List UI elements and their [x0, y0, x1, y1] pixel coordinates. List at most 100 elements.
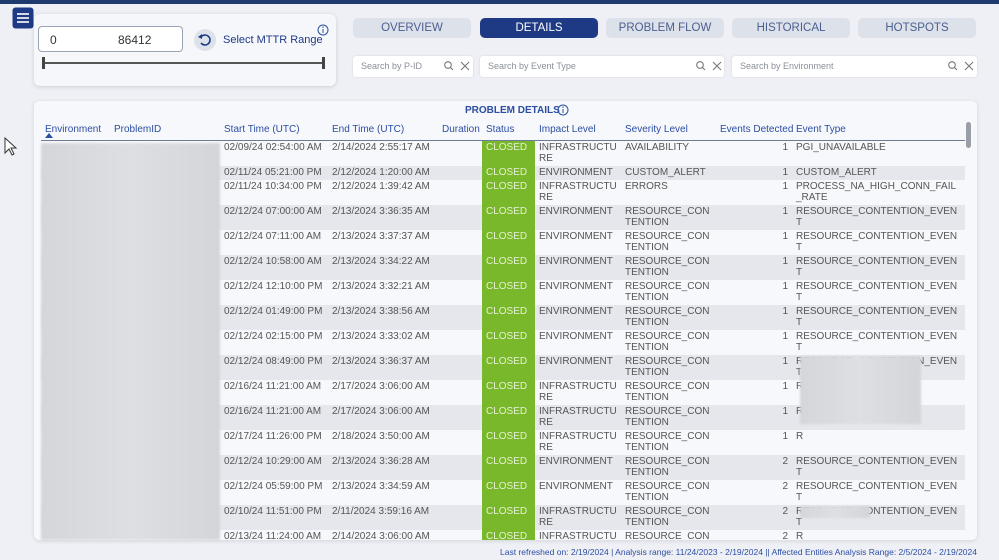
impact-level: INFRASTRUCTURE [539, 142, 617, 164]
impact-level: ENVIRONMENT [539, 331, 613, 342]
empty-cell [438, 430, 482, 455]
header-row: Environment ProblemID Start Time (UTC) End … [41, 120, 965, 141]
severity-level: RESOURCE_CONTENTION [625, 431, 710, 453]
empty-cell [438, 354, 482, 380]
events-detected: 2 [782, 531, 788, 540]
impact-level: ENVIRONMENT [535, 454, 621, 480]
events-detected: 1 [782, 181, 788, 192]
placeholder: Search by Environment [740, 61, 834, 71]
info-icon[interactable] [557, 104, 569, 116]
table-row[interactable]: 02/12/24 02:15:00 PM 2/13/2024 3:33:02 AM… [41, 329, 965, 355]
column-header: Severity Level [621, 120, 716, 141]
impact-level: INFRASTRUCTURE [535, 504, 621, 530]
events-detected: 2 [716, 454, 792, 480]
scrollbar-thumb[interactable] [966, 122, 971, 148]
empty-cell [438, 165, 482, 180]
table-row[interactable]: 02/11/24 10:34:00 PM 2/12/2024 1:39:42 AM… [41, 179, 965, 205]
severity-level: RESOURCE_CONTENTION [625, 231, 710, 253]
start-time: 02/12/24 10:29:00 AM [220, 454, 328, 480]
events-detected: 1 [782, 331, 788, 342]
impact-level: INFRASTRUCTURE [539, 531, 617, 540]
table-row[interactable]: 02/17/24 11:26:00 PM 2/18/2024 3:50:00 AM… [41, 429, 965, 455]
event-type: PROCESS_NA_HIGH_CONN_FAIL_RATE [796, 181, 957, 203]
status: CLOSED [482, 179, 535, 205]
impact-level: ENVIRONMENT [535, 204, 621, 230]
tab[interactable]: PROBLEM FLOW [606, 18, 724, 38]
table-row[interactable]: 02/13/24 11:24:00 AM 2/14/2024 3:06:00 AM… [41, 529, 965, 540]
status: CLOSED [482, 354, 535, 380]
column-header: Impact Level [535, 120, 621, 141]
status: CLOSED [482, 254, 535, 280]
search-box[interactable]: Search by Event Type [480, 56, 724, 77]
severity-level: CUSTOM_ALERT [621, 165, 716, 180]
event-type: RESOURCE_CONTENTION_EVENT [792, 454, 965, 480]
event-type: CUSTOM_ALERT [792, 165, 965, 180]
end-time: 2/13/2024 3:36:28 AM [328, 454, 438, 480]
events-detected: 2 [716, 504, 792, 530]
search-box[interactable]: Search by P-ID [353, 56, 473, 77]
events-detected: 1 [782, 431, 788, 442]
severity-level: RESOURCE_CONTENTION [621, 254, 716, 280]
event-type: RESOURCE_CONTENTION_EVENT [796, 331, 958, 353]
tab[interactable]: OVERVIEW [353, 18, 471, 38]
empty-cell [438, 380, 482, 405]
empty-cell [438, 504, 482, 530]
column-header: Status [482, 120, 535, 141]
column-header: Event Type [792, 120, 965, 141]
empty-cell [438, 254, 482, 280]
status: CLOSED [482, 304, 535, 330]
end-time: 2/13/2024 3:33:02 AM [332, 331, 430, 342]
column-header: Environment [41, 120, 110, 141]
impact-level: ENVIRONMENT [539, 231, 613, 242]
status: CLOSED [482, 429, 535, 455]
empty-cell [438, 280, 482, 305]
table-row[interactable]: 02/09/24 02:54:00 AM 2/14/2024 2:55:17 AM… [41, 140, 965, 166]
start-time: 02/12/24 12:10:00 PM [224, 281, 323, 292]
sort-arrow[interactable] [45, 133, 53, 138]
reset-button[interactable] [193, 28, 217, 52]
start-time: 02/12/24 07:11:00 AM [224, 231, 322, 242]
events-detected: 1 [782, 381, 788, 392]
tab[interactable]: HISTORICAL [732, 18, 850, 38]
impact-level: ENVIRONMENT [539, 481, 613, 492]
range-min: 0 [50, 33, 57, 47]
start-time: 02/12/24 01:49:00 PM [220, 304, 328, 330]
range-slider[interactable] [40, 56, 330, 70]
status: CLOSED [482, 454, 535, 480]
table-row[interactable]: 02/16/24 11:21:00 AM 2/17/2024 3:06:00 AM… [41, 379, 965, 405]
info-icon[interactable] [317, 24, 329, 36]
status: CLOSED [482, 229, 535, 255]
empty-cell [438, 330, 482, 355]
impact-level: INFRASTRUCTURE [539, 381, 617, 403]
redacted-area [41, 143, 220, 540]
impact-level: INFRASTRUCTURE [535, 404, 621, 430]
menu-icon[interactable] [12, 7, 34, 29]
tab[interactable]: DETAILS [480, 18, 598, 38]
impact-level: ENVIRONMENT [535, 304, 621, 330]
end-time: 2/14/2024 2:55:17 AM [332, 142, 430, 153]
start-time: 02/12/24 08:49:00 PM [220, 354, 328, 380]
table-row[interactable]: 02/12/24 07:11:00 AM 2/13/2024 3:37:37 AM… [41, 229, 965, 255]
range-input[interactable]: 0 86412 [38, 26, 183, 52]
empty-cell [438, 180, 482, 205]
status: CLOSED [482, 504, 535, 530]
empty-cell [438, 204, 482, 230]
event-type: R [796, 531, 804, 540]
end-time: 2/12/2024 1:39:42 AM [332, 181, 430, 192]
end-time: 2/12/2024 1:20:00 AM [328, 165, 438, 180]
status: CLOSED [482, 140, 535, 166]
status: CLOSED [482, 529, 535, 540]
table-row[interactable]: 02/12/24 12:10:00 PM 2/13/2024 3:32:21 AM… [41, 279, 965, 305]
event-type: RESOURCE_CONTENTION_EVENT [796, 281, 958, 303]
status: CLOSED [482, 204, 535, 230]
severity-level: ERRORS [625, 181, 668, 192]
column-header: ProblemID [110, 120, 220, 141]
end-time: 2/13/2024 3:32:21 AM [332, 281, 430, 292]
search-box[interactable]: Search by Environment [732, 56, 977, 77]
tab[interactable]: HOTSPOTS [858, 18, 976, 38]
table-row[interactable]: 02/12/24 05:59:00 PM 2/13/2024 3:34:59 AM… [41, 479, 965, 505]
empty-cell [438, 140, 482, 166]
start-time: 02/11/24 10:34:00 PM [224, 181, 322, 192]
start-time: 02/17/24 11:26:00 PM [224, 431, 322, 442]
severity-level: RESOURCE_CONTENTION [625, 481, 710, 503]
